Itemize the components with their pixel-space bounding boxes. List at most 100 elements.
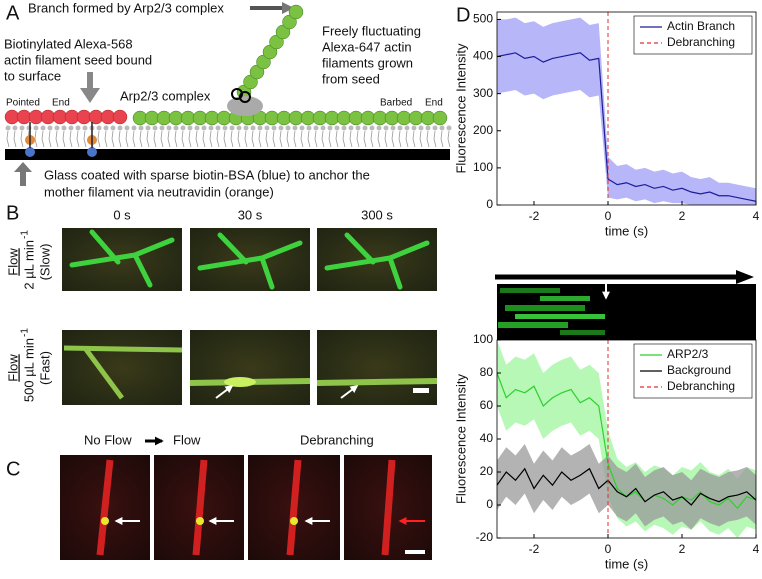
lipid-head xyxy=(418,125,424,131)
biotin-bsa xyxy=(25,147,35,157)
lipid-tail xyxy=(83,130,87,148)
lipid-head xyxy=(257,125,263,131)
lipid-head xyxy=(264,125,270,131)
y-tick-label: 100 xyxy=(473,160,493,174)
lipid-tail xyxy=(41,130,45,148)
lipid-tail xyxy=(293,130,297,148)
panel-b: B 0 s 30 s 300 s Flow 2 µL min -1 (Slow)… xyxy=(5,202,438,405)
lipid-tail xyxy=(195,130,199,148)
arrow xyxy=(14,162,32,186)
lipid-tail xyxy=(384,130,388,148)
lipid-tail xyxy=(405,130,409,148)
lipid-head xyxy=(271,125,277,131)
error-band xyxy=(497,443,756,530)
row-label-exp: -1 xyxy=(20,230,31,239)
lipid-head xyxy=(33,125,39,131)
lipid-tail xyxy=(251,130,255,148)
lipid-head xyxy=(348,125,354,131)
y-tick-label: 80 xyxy=(480,365,494,379)
lipid-tail xyxy=(272,130,276,148)
lipid-head xyxy=(355,125,361,131)
time-label: 0 s xyxy=(113,207,131,222)
lipid-tail xyxy=(181,130,185,148)
annotation: actin filament seed bound xyxy=(4,52,152,67)
lipid-head xyxy=(229,125,235,131)
lipid-tail xyxy=(111,130,115,148)
lipid-head xyxy=(439,125,445,131)
annotation: Pointed xyxy=(6,98,40,109)
panel-d: D xyxy=(456,4,756,340)
arp-complex xyxy=(227,96,263,116)
legend-label: Actin Branch xyxy=(667,19,735,33)
chart: 0 100 200 300 400 500 -2 0 2 4 time (s) Fluorescenc… xyxy=(453,12,759,239)
lipid-head xyxy=(96,125,102,131)
panel-label: A xyxy=(6,2,20,24)
lipid-tail xyxy=(321,130,325,148)
lipid-tail xyxy=(419,130,423,148)
rect xyxy=(498,322,568,328)
filament xyxy=(96,459,396,556)
annotation: Branch formed by Arp2/3 complex xyxy=(28,0,224,15)
y-tick-label: 400 xyxy=(473,49,493,63)
rect xyxy=(515,314,605,319)
annotation: Glass coated with sparse biotin-BSA (blu… xyxy=(44,167,370,182)
x-axis-label: time (s) xyxy=(605,556,648,571)
lipid-head xyxy=(5,125,11,131)
lipid-tail xyxy=(244,130,248,148)
lipid-tail xyxy=(209,130,213,148)
lipid-tail xyxy=(6,130,10,148)
lipid-head xyxy=(124,125,130,131)
annotation: Freely fluctuating xyxy=(322,23,421,38)
y-tick-label: 200 xyxy=(473,123,493,137)
y-tick-label: 100 xyxy=(473,332,493,346)
annotation: filaments grown xyxy=(322,55,413,70)
lipid-tail xyxy=(230,130,234,148)
lipid-head xyxy=(103,125,109,131)
plot xyxy=(497,340,756,538)
lipid-head xyxy=(194,125,200,131)
legend-label: Debranching xyxy=(667,35,735,49)
x-tick-label: -2 xyxy=(529,542,540,556)
lipid-head xyxy=(292,125,298,131)
lipid-head xyxy=(376,125,382,131)
annotation: Alexa-647 actin xyxy=(322,39,412,54)
lipid-head xyxy=(187,125,193,131)
lipid-head xyxy=(306,125,312,131)
arrow xyxy=(340,385,359,399)
lipid-head xyxy=(404,125,410,131)
time-label: 30 s xyxy=(238,207,263,222)
y-axis-label: Fluorescence Intensity xyxy=(453,373,468,504)
lipid-tail xyxy=(139,130,143,148)
y-tick-label: -20 xyxy=(476,530,494,544)
error-band xyxy=(497,17,756,205)
lipid-tail xyxy=(265,130,269,148)
annotation: Biotinylated Alexa-568 xyxy=(4,36,133,51)
lipid-tail xyxy=(48,130,52,148)
micrograph xyxy=(317,330,437,405)
lipid-head xyxy=(411,125,417,131)
lipid-head xyxy=(222,125,228,131)
series-line xyxy=(497,467,756,506)
lipid-tail xyxy=(188,130,192,148)
x-axis-label: time (s) xyxy=(605,223,648,238)
legend-box xyxy=(633,15,753,55)
lipid-head xyxy=(334,125,340,131)
x-tick-label: 2 xyxy=(679,209,686,223)
lipid-head xyxy=(341,125,347,131)
y-tick-label: 0 xyxy=(486,197,493,211)
lipid-tail xyxy=(76,130,80,148)
lipid-tail xyxy=(356,130,360,148)
y-tick-label: 20 xyxy=(480,464,494,478)
filament xyxy=(197,232,303,290)
lipid-head xyxy=(362,125,368,131)
branch-point xyxy=(290,517,298,525)
lipid-head xyxy=(68,125,74,131)
row-label-flow: Flow xyxy=(5,248,20,276)
actin-green xyxy=(288,4,304,20)
lipid-head xyxy=(110,125,116,131)
time-label: 300 s xyxy=(361,207,393,222)
lipid-tail xyxy=(426,130,430,148)
lipid-tail xyxy=(62,130,66,148)
lipid-head xyxy=(299,125,305,131)
